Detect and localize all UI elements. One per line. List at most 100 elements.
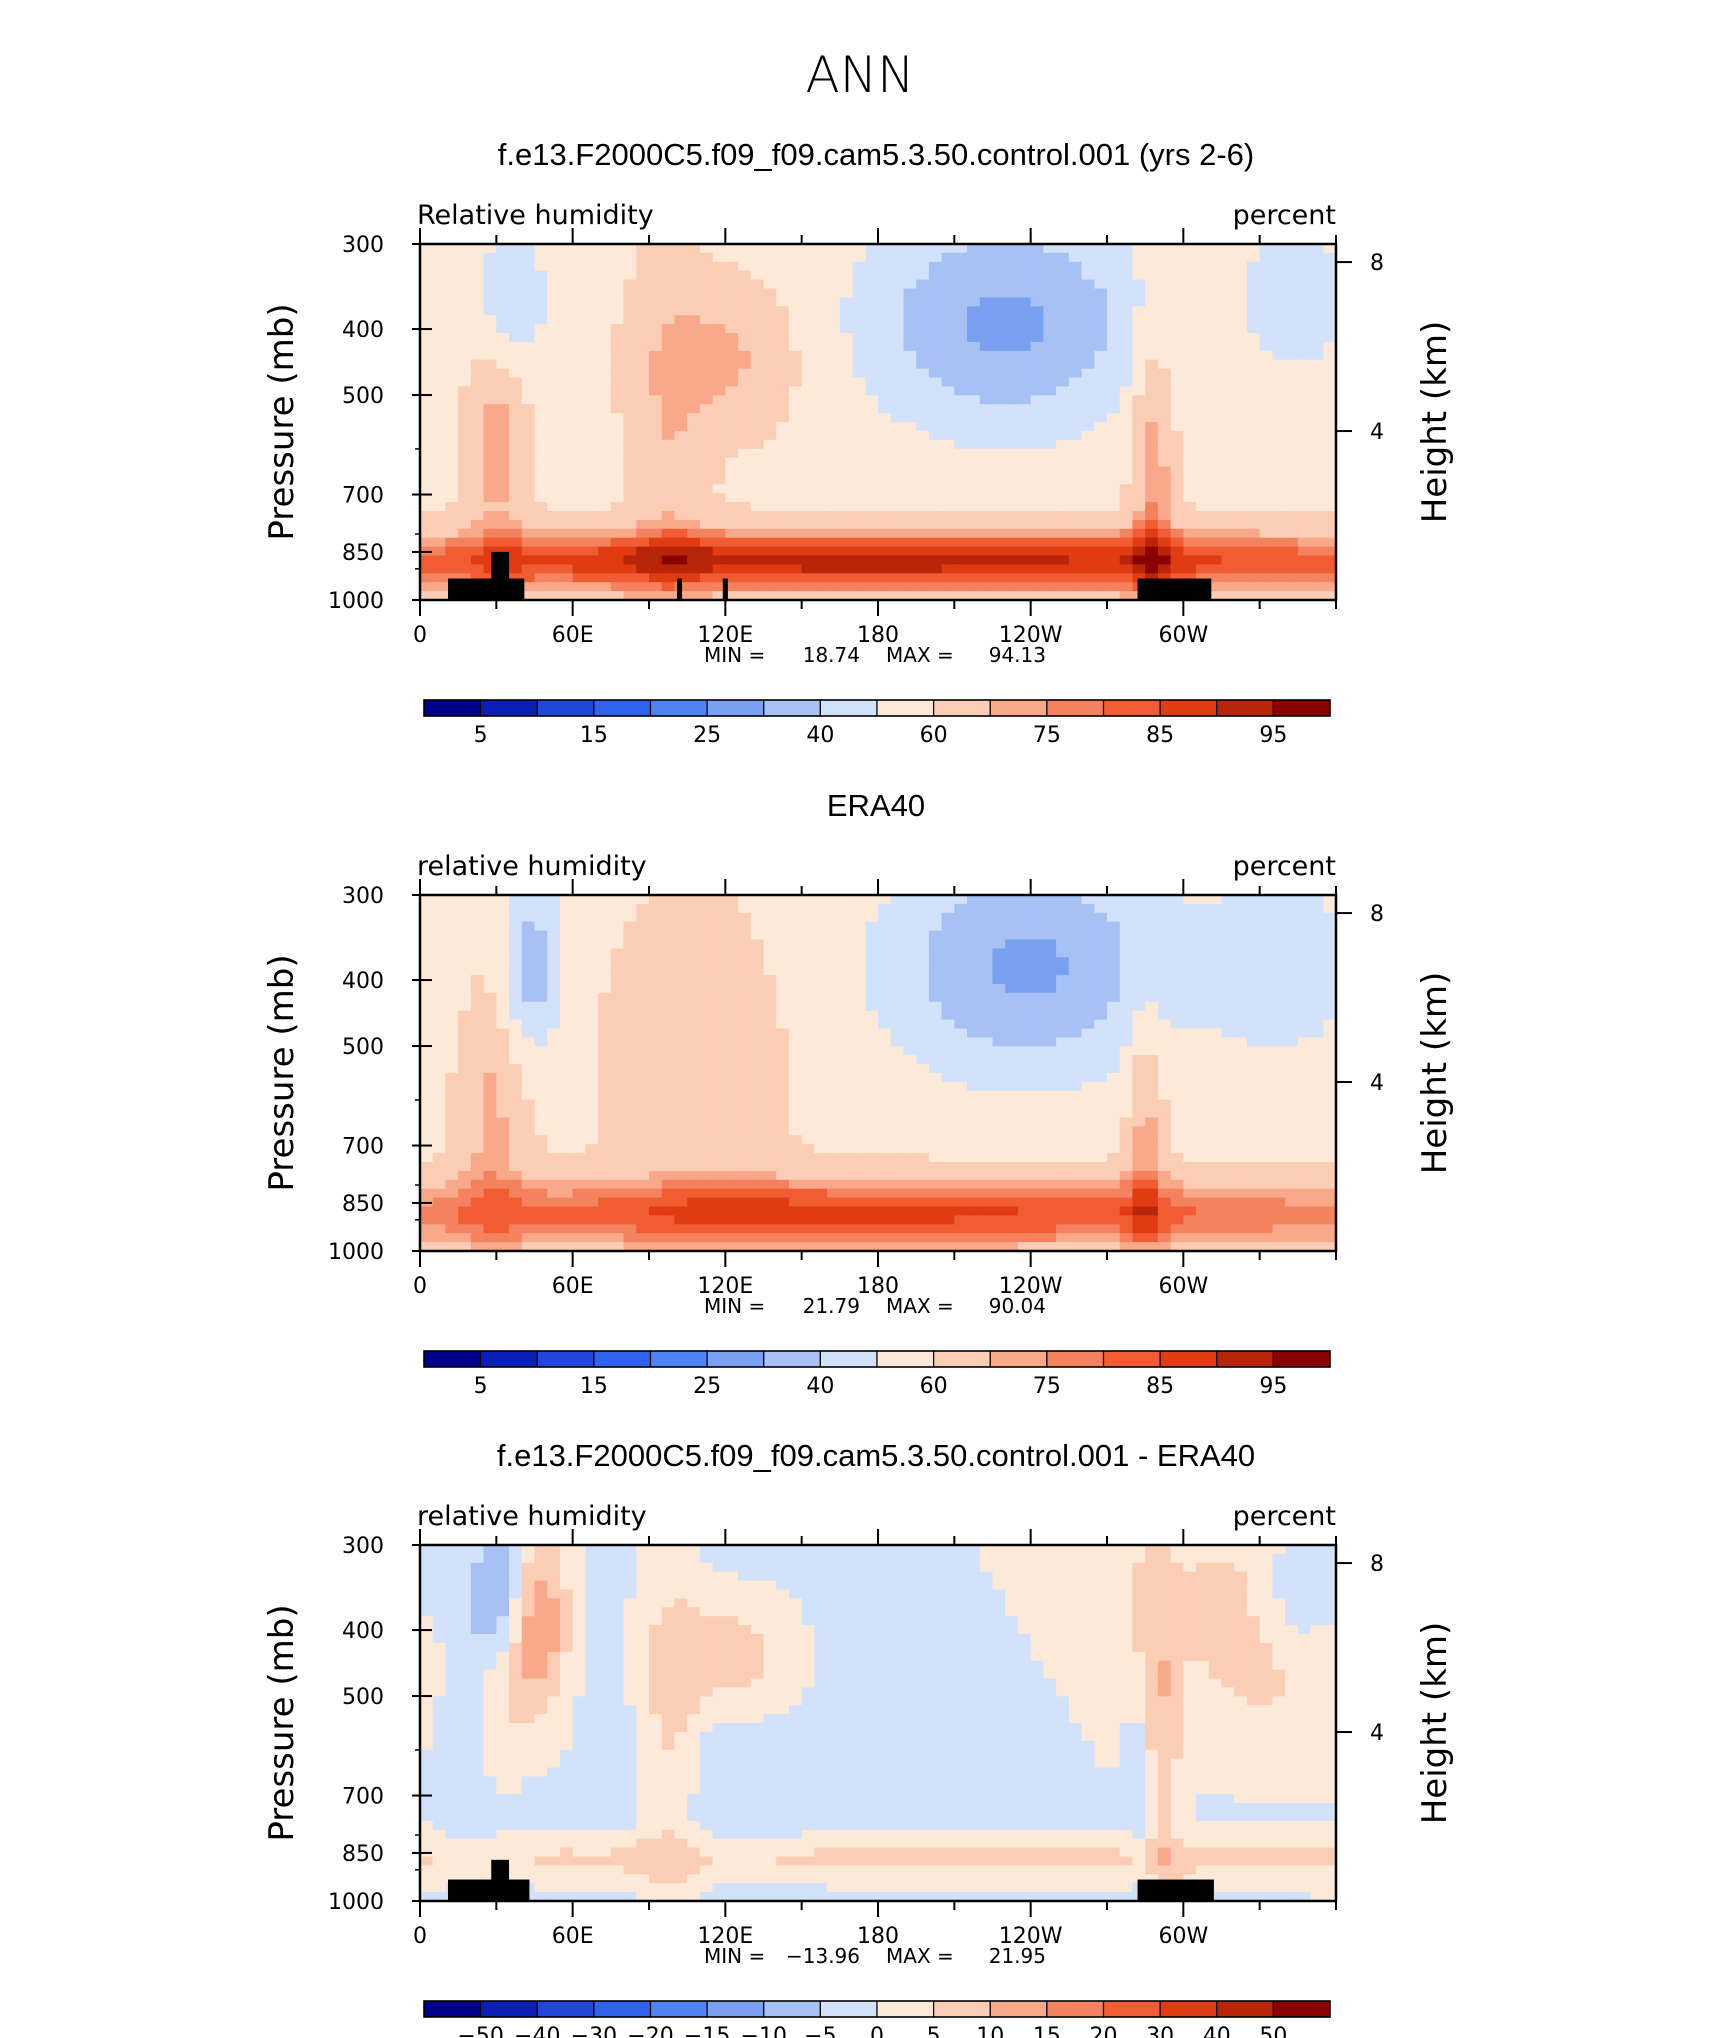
field-cell — [1323, 457, 1337, 468]
field-cell — [1323, 306, 1337, 316]
field-cell — [1068, 573, 1083, 583]
field-cell — [1323, 573, 1337, 583]
field-cell — [1170, 948, 1184, 958]
field-cell — [687, 984, 701, 994]
field-cell — [483, 359, 497, 370]
field-cell — [420, 992, 434, 1003]
field-cell — [839, 1055, 854, 1065]
field-cell — [1196, 288, 1210, 298]
field-cell — [1094, 315, 1108, 325]
field-cell — [738, 261, 752, 272]
field-cell — [839, 439, 854, 450]
field-cell — [1056, 930, 1070, 941]
field-cell — [687, 966, 701, 976]
field-cell — [1157, 511, 1172, 521]
field-cell — [1285, 430, 1299, 441]
field-cell — [445, 297, 459, 307]
field-cell — [916, 1037, 930, 1047]
field-cell — [1094, 288, 1108, 298]
field-cell — [636, 359, 650, 370]
field-cell — [827, 448, 841, 459]
field-cell — [979, 1099, 994, 1110]
field-cell — [750, 439, 765, 450]
field-cell — [992, 1108, 1006, 1119]
field-cell — [1310, 948, 1324, 958]
contour-field — [420, 244, 1337, 601]
field-cell — [1246, 966, 1261, 976]
field-cell — [1145, 466, 1159, 476]
field-cell — [928, 1010, 943, 1021]
field-cell — [878, 333, 892, 343]
field-cell — [1246, 422, 1261, 432]
field-cell — [1170, 386, 1184, 396]
field-cell — [458, 564, 472, 574]
field-cell — [636, 288, 650, 298]
field-cell — [1221, 279, 1235, 290]
field-cell — [1094, 439, 1108, 450]
field-cell — [1005, 966, 1019, 976]
field-cell — [1030, 1019, 1044, 1030]
field-cell — [1170, 1081, 1184, 1092]
field-cell — [1017, 244, 1032, 254]
field-cell — [1056, 252, 1070, 263]
field-cell — [788, 975, 803, 985]
field-cell — [1196, 1010, 1210, 1021]
field-cell — [916, 439, 930, 450]
field-cell — [928, 502, 943, 512]
colorbar-swatch — [1159, 699, 1218, 717]
field-cell — [1094, 930, 1108, 941]
field-cell — [1196, 939, 1210, 949]
field-cell — [801, 448, 815, 459]
field-cell — [699, 341, 714, 352]
field-cell — [623, 279, 637, 290]
field-cell — [1107, 386, 1121, 396]
field-cell — [1132, 315, 1146, 325]
field-cell — [687, 912, 701, 923]
field-cell — [1017, 466, 1032, 476]
field-cell — [903, 475, 917, 485]
field-cell — [1005, 1046, 1019, 1056]
field-cell — [1068, 244, 1083, 254]
field-cell — [1030, 430, 1044, 441]
field-cell — [712, 484, 726, 494]
field-cell — [674, 528, 688, 539]
field-cell — [776, 1001, 790, 1012]
field-cell — [445, 368, 459, 379]
field-cell — [1157, 261, 1172, 272]
field-cell — [483, 1010, 497, 1021]
field-cell — [1119, 252, 1134, 263]
field-cell — [1272, 948, 1286, 958]
field-cell — [420, 502, 434, 512]
field-cell — [1234, 1081, 1248, 1092]
field-cell — [1196, 359, 1210, 370]
field-cell — [674, 448, 688, 459]
field-cell — [916, 1001, 930, 1012]
field-cell — [521, 502, 536, 512]
field-cell — [954, 966, 968, 976]
field-cell — [827, 921, 841, 932]
field-cell — [1094, 895, 1108, 905]
field-cell — [470, 1055, 485, 1065]
field-cell — [776, 475, 790, 485]
field-cell — [1272, 546, 1286, 557]
field-cell — [661, 1010, 676, 1021]
field-cell — [483, 261, 497, 272]
field-cell — [636, 1126, 650, 1136]
field-cell — [750, 1135, 765, 1145]
field-cell — [1285, 921, 1299, 932]
field-cell — [954, 957, 968, 967]
field-cell — [890, 528, 905, 539]
field-cell — [534, 341, 548, 352]
field-cell — [776, 948, 790, 958]
field-cell — [674, 912, 688, 923]
field-cell — [1145, 519, 1159, 530]
field-cell — [776, 377, 790, 387]
field-cell — [801, 984, 815, 994]
field-cell — [1297, 1081, 1312, 1092]
field-cell — [445, 1010, 459, 1021]
field-cell — [1272, 288, 1286, 298]
field-cell — [801, 912, 815, 923]
field-cell — [1234, 1108, 1248, 1119]
field-cell — [1285, 1055, 1299, 1065]
field-cell — [890, 502, 905, 512]
